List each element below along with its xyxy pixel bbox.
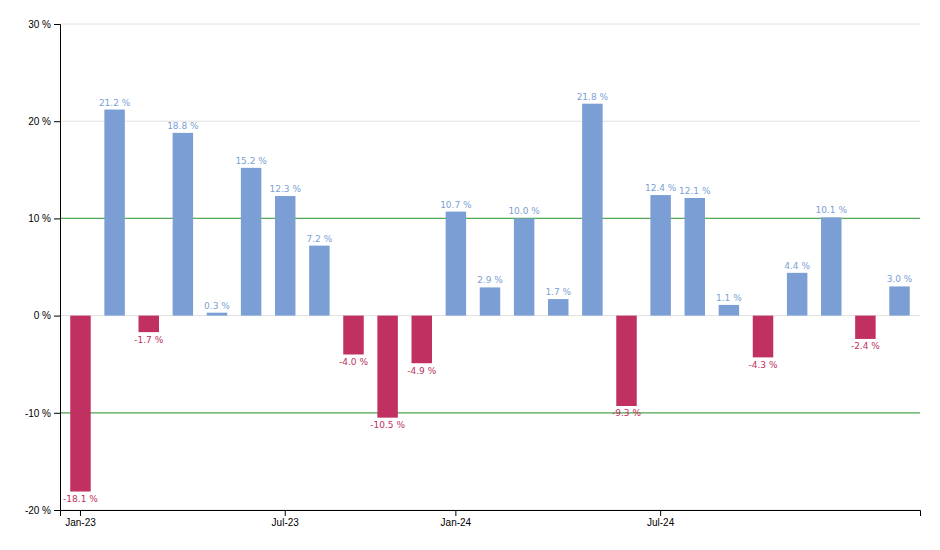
bar (138, 316, 158, 333)
data-label: 12.4 % (645, 183, 677, 193)
plot: -18.1 % 21.2 % -1.7 % 18.8 % 0.3 % 15.2 % 12.3… (25, 19, 921, 528)
data-label: 1.7 % (545, 287, 571, 297)
bar (650, 195, 670, 316)
grid-line (60, 24, 920, 25)
y-tick: -10 % (25, 408, 60, 419)
data-label: -2.4 % (851, 341, 880, 351)
x-tick: Jul-24 (647, 510, 675, 528)
y-tick-label: -20 % (25, 505, 51, 516)
y-tick-mark (54, 218, 60, 219)
x-tick-label: Jan-23 (65, 517, 96, 528)
bar (104, 110, 124, 316)
data-label: -9.3 % (612, 408, 641, 418)
data-label: 21.2 % (99, 98, 131, 108)
x-tick: Jul-23 (272, 510, 300, 528)
bar (753, 316, 773, 358)
data-label: 10.7 % (440, 200, 472, 210)
data-label: 2.9 % (477, 275, 503, 285)
y-tick-label: 20 % (28, 116, 51, 127)
bar (309, 246, 329, 316)
y-tick-mark (54, 121, 60, 122)
data-label: 0.3 % (204, 301, 230, 311)
y-tick-label: 10 % (28, 213, 51, 224)
grid (60, 24, 920, 510)
bar (548, 299, 568, 316)
x-tick-mark (455, 510, 456, 516)
bar (787, 273, 807, 316)
data-label: -10.5 % (370, 420, 405, 430)
bars (70, 104, 910, 492)
chart: -18.1 % 21.2 % -1.7 % 18.8 % 0.3 % 15.2 % 12.3… (0, 0, 940, 550)
y-axis: -20 % -10 % 0 % 10 % 20 % 30 % (25, 19, 61, 516)
y-tick: -20 % (25, 505, 60, 516)
bar (446, 212, 466, 316)
x-tick-label: Jul-23 (272, 517, 300, 528)
y-tick-label: 0 % (34, 310, 51, 321)
bar (377, 316, 397, 418)
data-labels: -18.1 % 21.2 % -1.7 % 18.8 % 0.3 % 15.2 % 12.3… (63, 92, 913, 504)
y-axis-line (54, 25, 61, 511)
data-label: 3.0 % (887, 274, 913, 284)
bar (855, 316, 875, 339)
bar (889, 286, 909, 315)
bar (207, 313, 227, 316)
x-tick-label: Jul-24 (647, 517, 675, 528)
y-tick-label: -10 % (25, 408, 51, 419)
y-tick: 30 % (28, 19, 60, 30)
y-tick: 10 % (28, 213, 60, 224)
bar (616, 316, 636, 406)
bar (412, 316, 432, 364)
y-tick: 0 % (34, 310, 60, 321)
x-axis: Jan-23 Jul-23 Jan-24 Jul-24 (61, 510, 921, 528)
bar (480, 287, 500, 315)
bar (582, 104, 602, 316)
data-label: 10.0 % (508, 206, 540, 216)
data-label: 4.4 % (784, 261, 810, 271)
data-label: 10.1 % (816, 205, 848, 215)
x-axis-line (61, 511, 921, 517)
data-label: -4.3 % (749, 360, 778, 370)
y-tick-mark (54, 413, 60, 414)
y-tick-mark (54, 316, 60, 317)
bar (70, 316, 90, 492)
bar (821, 217, 841, 315)
data-label: 1.1 % (716, 293, 742, 303)
data-label: -4.0 % (339, 357, 368, 367)
bar (343, 316, 363, 355)
data-label: 18.8 % (167, 121, 199, 131)
bar (173, 133, 193, 316)
data-label: 7.2 % (306, 234, 332, 244)
y-tick-mark (54, 24, 60, 25)
data-label: -1.7 % (134, 335, 163, 345)
reference-line (60, 412, 920, 413)
x-tick-mark (80, 510, 81, 516)
data-label: -4.9 % (407, 366, 436, 376)
data-label: 12.3 % (270, 184, 302, 194)
data-label: -18.1 % (63, 494, 98, 504)
bar (514, 218, 534, 315)
data-label: 21.8 % (577, 92, 609, 102)
x-tick-mark (660, 510, 661, 516)
x-tick: Jan-23 (65, 510, 96, 528)
x-tick-label: Jan-24 (441, 517, 472, 528)
y-tick: 20 % (28, 116, 60, 127)
y-tick-mark (54, 510, 60, 511)
y-tick-label: 30 % (28, 19, 51, 30)
grid-line (60, 412, 920, 413)
x-tick-mark (285, 510, 286, 516)
x-tick: Jan-24 (441, 510, 472, 528)
bar (241, 168, 261, 316)
bar (685, 198, 705, 316)
data-label: 15.2 % (235, 156, 267, 166)
bar (719, 305, 739, 316)
bar (275, 196, 295, 316)
data-label: 12.1 % (679, 186, 711, 196)
